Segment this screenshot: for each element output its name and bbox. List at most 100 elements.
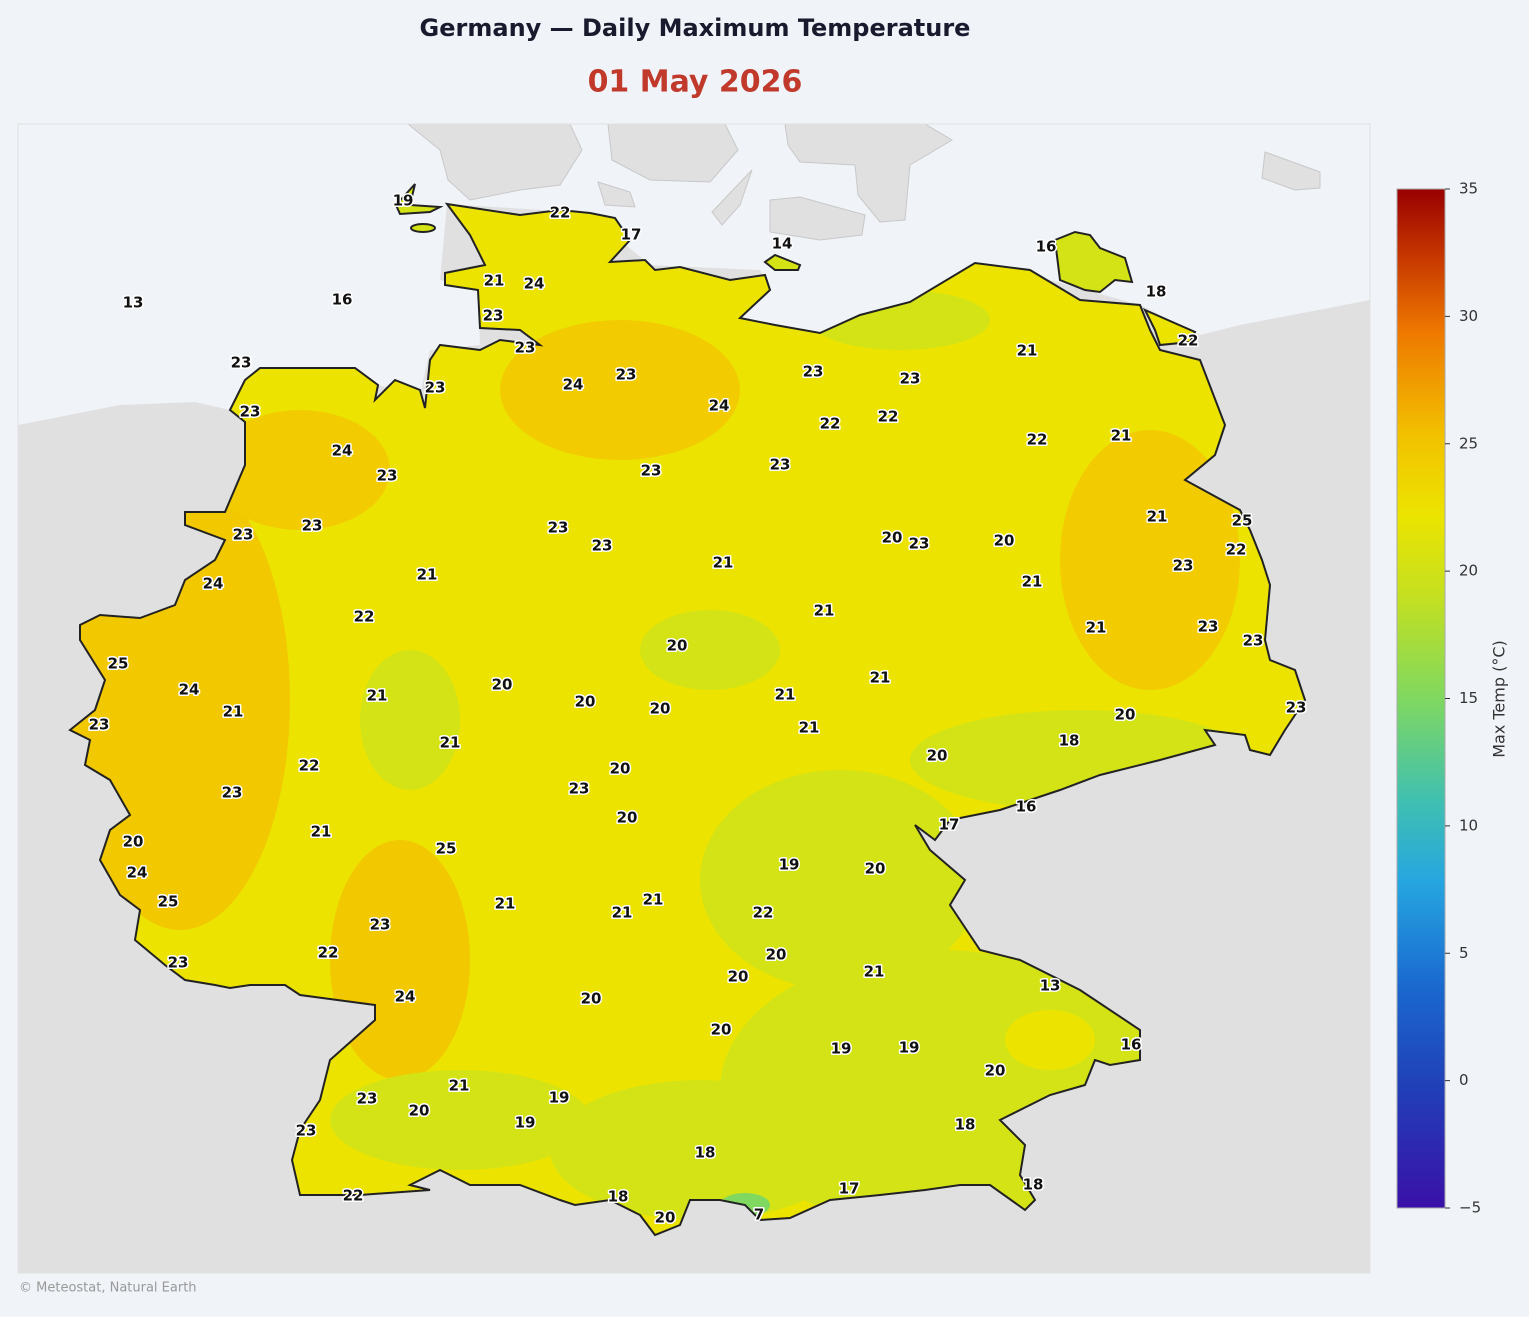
station-value: 23 — [233, 526, 254, 544]
station-value: 23 — [909, 535, 930, 553]
station-value: 21 — [1147, 508, 1168, 526]
map-date: 01 May 2026 — [588, 65, 803, 100]
colorbar-tick-label: 10 — [1459, 816, 1478, 834]
station-value: 20 — [927, 747, 948, 765]
colorbar-label: Max Temp (°C) — [1490, 640, 1509, 758]
station-value: 18 — [608, 1188, 629, 1206]
station-value: 20 — [610, 760, 631, 778]
ruegen — [1053, 230, 1134, 294]
station-value: 20 — [882, 529, 903, 547]
station-value: 23 — [357, 1090, 378, 1108]
station-value: 24 — [127, 864, 148, 882]
station-value: 23 — [222, 784, 243, 802]
station-value: 22 — [343, 1187, 364, 1205]
station-value: 19 — [831, 1040, 852, 1058]
colorbar-tick-label: 5 — [1459, 944, 1469, 962]
station-value: 22 — [318, 944, 339, 962]
station-value: 20 — [617, 809, 638, 827]
station-value: 20 — [994, 532, 1015, 550]
station-value: 21 — [1017, 342, 1038, 360]
station-value: 22 — [1027, 431, 1048, 449]
colorbar-tick-label: 15 — [1459, 689, 1478, 707]
station-value: 7 — [754, 1206, 764, 1224]
station-value: 22 — [753, 904, 774, 922]
station-value: 23 — [1198, 618, 1219, 636]
station-value: 21 — [223, 703, 244, 721]
station-value: 18 — [695, 1144, 716, 1162]
station-value: 21 — [311, 823, 332, 841]
station-value: 23 — [592, 537, 613, 555]
station-value: 16 — [332, 291, 353, 309]
station-value: 21 — [417, 566, 438, 584]
station-value: 23 — [370, 916, 391, 934]
station-value: 21 — [484, 272, 505, 290]
station-value: 20 — [728, 968, 749, 986]
station-value: 23 — [302, 517, 323, 535]
station-labels: 19 22 17 14 16 18 13 16 21 24 23 23 22 21 23 23 24 23 23 23… — [87, 190, 1308, 1228]
station-value: 24 — [524, 275, 545, 293]
station-value: 21 — [864, 963, 885, 981]
station-value: 23 — [296, 1122, 317, 1140]
colorbar-tick-label: 30 — [1459, 307, 1478, 325]
station-value: 21 — [1022, 573, 1043, 591]
station-value: 21 — [367, 687, 388, 705]
station-value: 24 — [332, 442, 353, 460]
station-value: 21 — [713, 554, 734, 572]
colorbar-tick-label: 35 — [1459, 180, 1478, 198]
station-value: 21 — [799, 719, 820, 737]
station-value: 18 — [1059, 732, 1080, 750]
fehmarn — [763, 253, 802, 271]
station-value: 23 — [1286, 699, 1307, 717]
station-value: 20 — [667, 637, 688, 655]
station-value: 22 — [299, 757, 320, 775]
station-value: 23 — [377, 467, 398, 485]
station-value: 23 — [569, 780, 590, 798]
station-value: 20 — [711, 1021, 732, 1039]
station-value: 20 — [655, 1209, 676, 1227]
colorbar-tick-label: 0 — [1459, 1071, 1469, 1089]
station-value: 21 — [612, 904, 633, 922]
station-value: 20 — [1115, 706, 1136, 724]
station-value: 23 — [548, 519, 569, 537]
station-value: 23 — [616, 366, 637, 384]
station-value: 25 — [436, 840, 457, 858]
station-value: 17 — [939, 816, 960, 834]
sylt — [394, 183, 444, 216]
station-value: 21 — [1086, 619, 1107, 637]
station-value: 23 — [231, 354, 252, 372]
station-value: 23 — [515, 339, 536, 357]
station-value: 19 — [899, 1039, 920, 1057]
colorbar-tick-label: 20 — [1459, 562, 1478, 580]
station-value: 24 — [709, 397, 730, 415]
station-value: 23 — [1243, 632, 1264, 650]
map-title: Germany — Daily Maximum Temperature — [420, 14, 971, 42]
station-value: 19 — [393, 192, 414, 210]
station-value: 25 — [1232, 512, 1253, 530]
islands — [406, 123, 1321, 241]
station-value: 21 — [870, 669, 891, 687]
station-value: 17 — [621, 226, 642, 244]
station-value: 19 — [515, 1114, 536, 1132]
station-value: 14 — [772, 235, 793, 253]
station-value: 23 — [425, 379, 446, 397]
station-value: 23 — [89, 716, 110, 734]
station-value: 13 — [123, 294, 144, 312]
usedom — [1142, 307, 1197, 347]
station-value: 24 — [179, 681, 200, 699]
station-value: 20 — [575, 693, 596, 711]
station-value: 20 — [492, 676, 513, 694]
station-value: 23 — [483, 307, 504, 325]
sea — [18, 124, 1370, 425]
station-value: 22 — [1178, 332, 1199, 350]
station-value: 16 — [1121, 1036, 1142, 1054]
station-value: 20 — [650, 700, 671, 718]
station-value: 23 — [1173, 557, 1194, 575]
station-value: 21 — [440, 734, 461, 752]
station-value: 19 — [549, 1089, 570, 1107]
station-value: 17 — [839, 1180, 860, 1198]
station-value: 20 — [766, 946, 787, 964]
station-value: 21 — [449, 1077, 470, 1095]
station-value: 16 — [1016, 798, 1037, 816]
station-value: 25 — [108, 655, 129, 673]
